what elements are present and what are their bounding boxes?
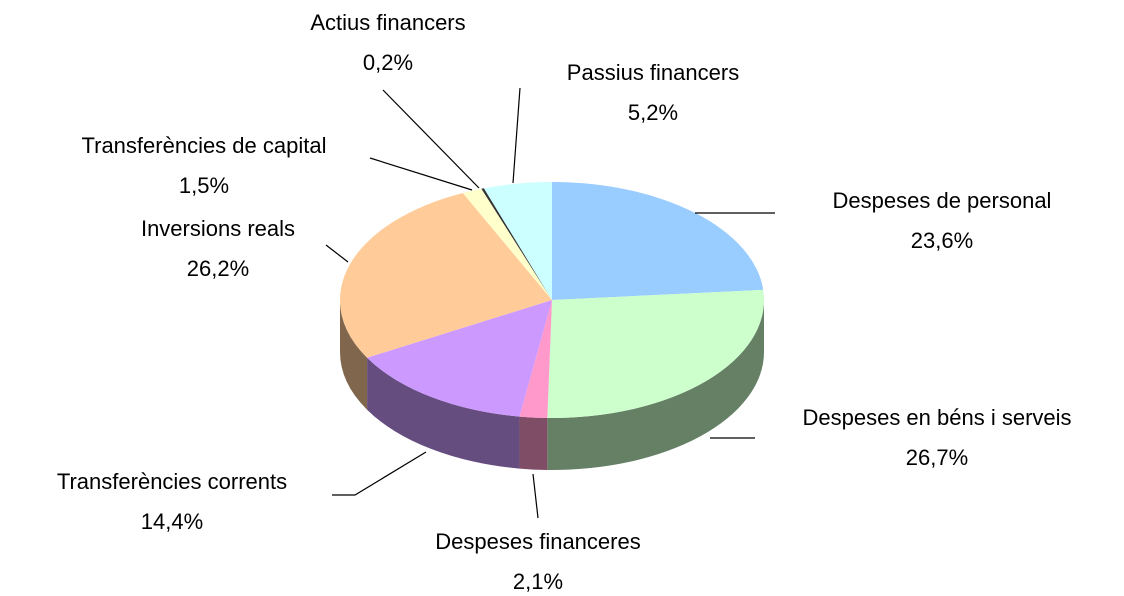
value-label: 26,7% — [906, 445, 968, 470]
leader-line — [382, 89, 480, 189]
value-label: 5,2% — [628, 100, 678, 125]
pie-side — [547, 300, 764, 470]
slice-label: Transferències corrents — [57, 469, 287, 494]
slice-label: Passius financers — [567, 60, 739, 85]
leader-line — [325, 244, 349, 263]
slice-label: Inversions reals — [141, 216, 295, 241]
pie-side — [367, 357, 520, 469]
value-label: 2,1% — [513, 569, 563, 594]
pie-slice — [547, 289, 764, 418]
leader-line — [532, 473, 539, 519]
value-label: 1,5% — [179, 173, 229, 198]
pie-slice — [552, 182, 764, 300]
pie-side — [340, 300, 368, 410]
pie-slice — [519, 300, 552, 418]
leader-line — [512, 87, 521, 184]
slice-label: Despeses financeres — [435, 529, 640, 554]
slice-label: Transferències de capital — [82, 133, 327, 158]
slice-label: Despeses en béns i serveis — [802, 405, 1071, 430]
leader-line — [332, 451, 427, 496]
value-label: 26,2% — [187, 256, 249, 281]
pie-slice — [483, 182, 552, 300]
leader-line — [369, 157, 473, 191]
pie-side — [519, 416, 548, 470]
slice-label: Actius financers — [310, 10, 465, 35]
value-label: 14,4% — [141, 509, 203, 534]
value-label: 0,2% — [363, 50, 413, 75]
slice-label: Despeses de personal — [833, 188, 1052, 213]
pie-slice — [481, 188, 552, 300]
value-label: 23,6% — [911, 228, 973, 253]
pie-slice — [340, 192, 552, 358]
pie-slice — [367, 300, 552, 417]
pie-slice — [462, 188, 552, 300]
